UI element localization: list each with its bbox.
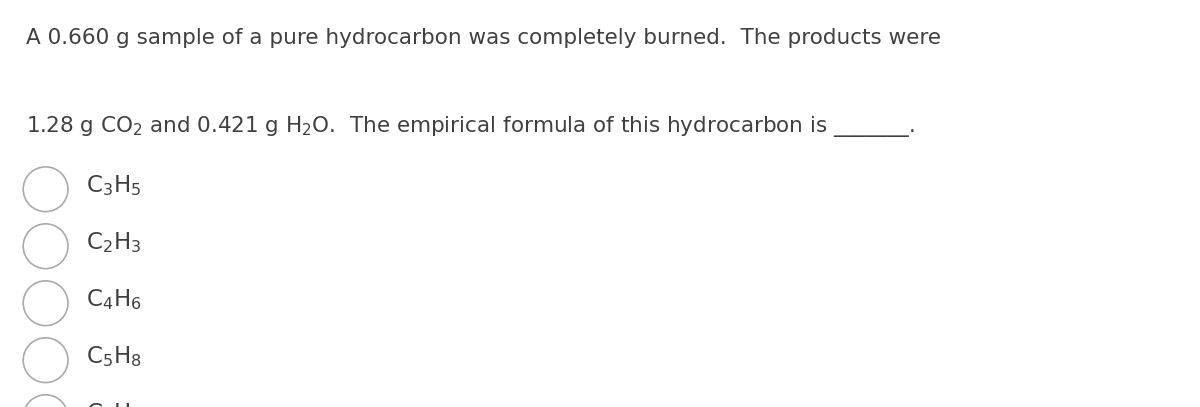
Text: C$_5$H$_8$: C$_5$H$_8$ [86, 344, 142, 370]
Text: C$_2$H$_3$: C$_2$H$_3$ [86, 230, 142, 256]
Text: C$_4$H$_6$: C$_4$H$_6$ [86, 287, 142, 313]
Text: C$_3$H$_5$: C$_3$H$_5$ [86, 173, 142, 199]
Text: 1.28 g CO$_2$ and 0.421 g H$_2$O.  The empirical formula of this hydrocarbon is : 1.28 g CO$_2$ and 0.421 g H$_2$O. The em… [26, 114, 916, 139]
Text: A 0.660 g sample of a pure hydrocarbon was completely burned.  The products were: A 0.660 g sample of a pure hydrocarbon w… [26, 28, 942, 48]
Text: C$_6$H$_9$: C$_6$H$_9$ [86, 401, 142, 407]
